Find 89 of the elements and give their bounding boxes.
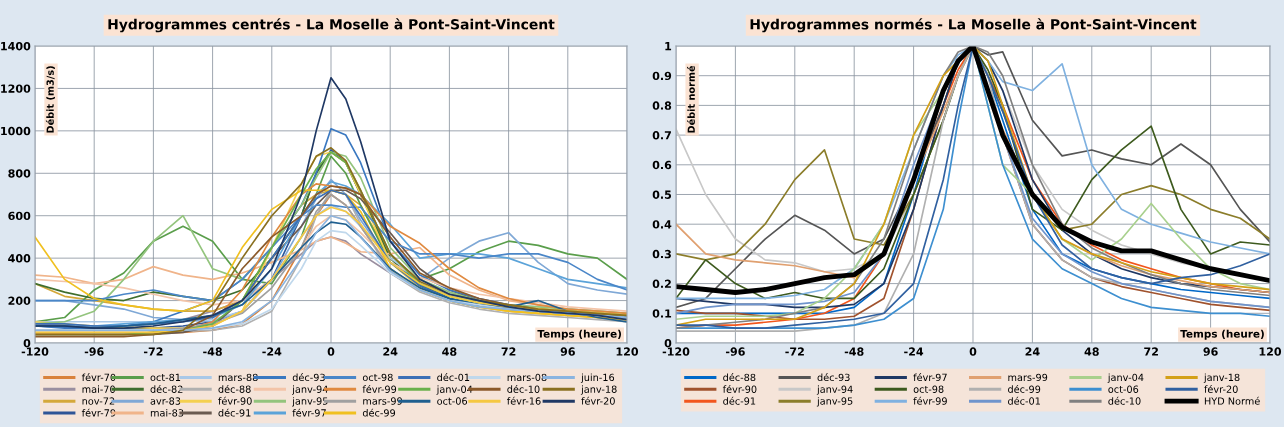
- x-tick-label: 0: [969, 347, 977, 356]
- legend-label: déc-10: [1108, 396, 1141, 405]
- legend-label: déc-10: [507, 384, 540, 393]
- x-tick-label: -48: [203, 347, 222, 356]
- x-tick-label: -96: [725, 347, 745, 356]
- y-tick-label: 0.1: [652, 309, 672, 318]
- legend-label: mai-70: [82, 385, 116, 393]
- legend-label: févr-16: [507, 396, 541, 405]
- legend-label: déc-99: [1008, 384, 1041, 393]
- legend-label: déc-01: [1008, 396, 1040, 405]
- legend-label: févr-90: [218, 396, 252, 405]
- y-tick-label: 1400: [1, 41, 31, 51]
- x-tick-label: -120: [662, 347, 690, 356]
- x-tick-label: -24: [262, 347, 282, 356]
- y-tick-label: 0.4: [652, 220, 672, 229]
- y-tick-label: 0.2: [652, 279, 671, 288]
- legend-label: déc-93: [292, 373, 325, 382]
- x-tick-label: -48: [844, 347, 864, 356]
- legend-label: nov-72: [82, 397, 115, 405]
- y-tick-label: 0.5: [652, 190, 672, 199]
- legend-label: janv-18: [1203, 373, 1240, 383]
- x-tick-label: 72: [501, 347, 516, 356]
- legend-label: mai-83: [150, 409, 184, 417]
- x-tick-label: 0: [327, 347, 335, 356]
- legend-label: févr-90: [722, 384, 757, 393]
- x-tick-label: 96: [1203, 347, 1218, 356]
- x-tick-label: -96: [84, 347, 104, 356]
- y-tick-label: 600: [8, 211, 31, 221]
- x-tick-label: 96: [560, 347, 575, 356]
- x-tick-label: 24: [383, 347, 398, 356]
- x-axis-title: Temps (heure): [1180, 329, 1264, 340]
- legend-label: févr-20: [581, 396, 615, 405]
- legend-label: janv-94: [816, 385, 853, 395]
- y-tick-label: 0.6: [652, 160, 672, 170]
- chart-title: Hydrogrammes normés - La Moselle à Pont-Saint-Vincent: [750, 18, 1197, 33]
- legend-label: mars-99: [1008, 373, 1048, 382]
- legend-label: janv-18: [580, 385, 617, 395]
- legend-label: janv-94: [292, 385, 328, 395]
- legend-label: déc-01: [437, 373, 470, 382]
- legend-label: oct-06: [437, 397, 468, 405]
- x-tick-label: 48: [1084, 347, 1099, 356]
- legend-label: janv-04: [436, 385, 473, 395]
- legend-label: févr-70: [81, 373, 116, 382]
- y-axis-title: Débit normé: [686, 65, 695, 133]
- legend-label: déc-91: [723, 396, 756, 405]
- legend-label: oct-98: [362, 373, 393, 382]
- x-axis-title: Temps (heure): [537, 329, 622, 340]
- legend-label: oct-98: [913, 385, 944, 393]
- legend-label: déc-91: [218, 408, 251, 417]
- x-tick-label: 48: [442, 347, 457, 356]
- x-tick-label: -120: [21, 347, 49, 356]
- chart-title: Hydrogrammes centrés - La Moselle à Pont-Saint-Vincent: [108, 18, 555, 33]
- y-tick-label: 800: [8, 169, 31, 178]
- x-tick-label: -24: [904, 347, 924, 356]
- legend-label: janv-95: [816, 397, 853, 407]
- y-tick-label: 400: [8, 254, 31, 263]
- x-tick-label: -72: [143, 347, 163, 356]
- x-tick-label: 24: [1025, 347, 1040, 356]
- y-tick-label: 1000: [1, 126, 31, 136]
- y-axis-title: Débit (m3/s): [45, 66, 55, 133]
- y-tick-label: 0.8: [652, 101, 672, 110]
- legend-label: févr-20: [1204, 384, 1238, 393]
- x-tick-label: 72: [1144, 347, 1158, 356]
- y-tick-label: 0.3: [652, 249, 671, 259]
- x-tick-label: 120: [1259, 347, 1282, 356]
- legend-label: déc-82: [150, 384, 183, 393]
- legend-label: févr-97: [913, 373, 947, 382]
- y-tick-label: 0: [23, 338, 31, 348]
- y-tick-label: 200: [8, 296, 31, 305]
- legend-label: juin-16: [580, 373, 615, 383]
- legend-label: déc-93: [817, 373, 850, 382]
- legend-label: févr-99: [362, 384, 397, 393]
- x-tick-label: 120: [616, 347, 639, 356]
- legend-label: déc-99: [362, 408, 396, 417]
- y-tick-label: 0: [664, 338, 672, 348]
- legend-label: févr-99: [913, 396, 947, 405]
- legend-label: déc-88: [218, 384, 251, 393]
- y-tick-label: 0.9: [652, 71, 672, 81]
- legend-label: HYD Normé: [1204, 396, 1260, 405]
- y-tick-label: 1200: [1, 84, 31, 93]
- y-tick-label: 1: [665, 42, 672, 51]
- legend-label: oct-06: [1108, 385, 1139, 393]
- y-tick-label: 0.7: [652, 131, 671, 140]
- x-tick-label: -72: [785, 347, 804, 356]
- legend-label: déc-88: [723, 373, 756, 382]
- legend-label: oct-81: [150, 373, 181, 382]
- legend-label: janv-04: [1107, 373, 1144, 383]
- legend-label: avr-83: [150, 397, 181, 405]
- legend-label: févr-97: [292, 408, 326, 417]
